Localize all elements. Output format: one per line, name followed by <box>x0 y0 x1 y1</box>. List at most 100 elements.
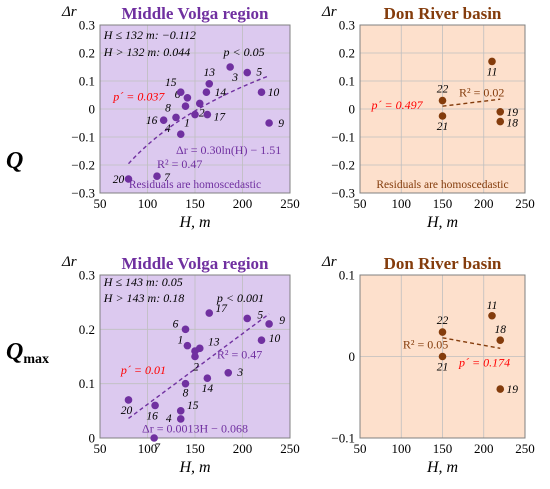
y-tick-label: 0.3 <box>339 18 355 33</box>
point-label-10: 10 <box>269 333 281 345</box>
y-tick-label: −0.3 <box>331 186 355 201</box>
y-tick-label: 0 <box>89 102 96 117</box>
plot-frame <box>359 274 526 439</box>
point-label-9: 9 <box>278 118 284 130</box>
point-label-1: 1 <box>184 118 190 130</box>
point-label-11: 11 <box>487 66 498 78</box>
x-tick-label: 150 <box>185 441 205 456</box>
x-tick-label: 50 <box>94 441 107 456</box>
x-tick-label: 250 <box>280 196 300 211</box>
point-label-14: 14 <box>202 383 214 395</box>
data-point-11 <box>183 94 192 102</box>
row-labels: Q Qmax <box>6 148 49 367</box>
point-label-5: 5 <box>257 309 263 321</box>
point-label-15: 15 <box>187 400 199 412</box>
point-label-19: 19 <box>507 384 519 396</box>
point-label-18: 18 <box>507 118 519 130</box>
y-tick-label: 0.3 <box>79 18 95 33</box>
data-point-10 <box>257 88 266 96</box>
point-label-16: 16 <box>146 410 158 422</box>
gridlines <box>100 25 290 193</box>
x-tick-label: 250 <box>280 441 300 456</box>
point-label-4: 4 <box>166 413 172 425</box>
point-label-11: 11 <box>487 300 498 312</box>
x-tick-label: 250 <box>515 441 535 456</box>
data-point-14 <box>202 88 211 96</box>
x-tick-label: 50 <box>354 441 367 456</box>
y-tick-label: −0.1 <box>331 431 355 446</box>
data-point-4 <box>176 415 185 423</box>
point-label-8: 8 <box>165 102 171 114</box>
annotation-2: H > 132 m: 0.044 <box>103 45 190 59</box>
data-point-13 <box>205 80 214 88</box>
data-point-6 <box>181 102 190 110</box>
point-label-20: 20 <box>121 405 133 417</box>
point-label-5: 5 <box>256 67 262 79</box>
data-point-2 <box>191 352 199 361</box>
data-point-22 <box>438 328 447 336</box>
data-point-15 <box>176 88 185 96</box>
annotation-4: p´ = 0.01 <box>120 363 166 377</box>
x-axis-label: H, m <box>178 214 210 231</box>
x-axis-label: H, m <box>426 459 458 476</box>
point-label-16: 16 <box>146 115 158 127</box>
data-point-3 <box>226 63 234 71</box>
data-point-8 <box>181 379 190 388</box>
data-point-17 <box>205 309 214 317</box>
y-tick-label: −0.1 <box>71 130 95 145</box>
plot-frame <box>99 274 291 439</box>
data-point-19 <box>496 385 505 393</box>
x-tick-label: 200 <box>233 196 253 211</box>
chart-panels: 50 100 150 200 250−0.3−0.2−0.100.10.20.3ΔrH,… <box>61 4 535 476</box>
point-label-22: 22 <box>437 84 449 96</box>
data-point-21 <box>438 352 447 361</box>
x-tick-label: 100 <box>138 441 158 456</box>
chart-panel-4: 50 100 150 200 250 −0.1 0 0.1Δr H, m Don River ba… <box>321 254 535 476</box>
annotation-7: Residuals are homoscedastic <box>129 179 261 191</box>
x-axis-label: H, m <box>426 214 458 231</box>
y-tick-label: 0.2 <box>79 46 95 61</box>
row-label-q: Q <box>6 148 23 174</box>
point-label-9: 9 <box>279 315 285 327</box>
data-point-21 <box>438 112 447 120</box>
annotation-2: H > 143 m: 0.18 <box>103 291 184 305</box>
data-point-9 <box>265 320 273 328</box>
point-label-2: 2 <box>199 107 205 119</box>
annotation-3: p < 0.001 <box>216 291 264 305</box>
x-tick-label: 100 <box>392 196 412 211</box>
x-tick-label: 50 <box>354 196 367 211</box>
data-point-13 <box>195 344 204 353</box>
y-axis-label: Δr <box>61 4 77 20</box>
point-label-21: 21 <box>437 362 449 374</box>
point-label-18: 18 <box>495 324 507 336</box>
y-tick-label: 0 <box>349 102 356 117</box>
point-label-7: 7 <box>154 442 161 454</box>
data-point-9 <box>265 119 273 127</box>
annotation-4: p´ = 0.037 <box>112 90 165 104</box>
plot-frame <box>99 24 291 194</box>
chart-title: Middle Volga region <box>121 254 269 273</box>
point-label-3: 3 <box>236 367 243 379</box>
x-tick-label: 250 <box>515 196 535 211</box>
data-point-17 <box>203 110 212 119</box>
point-label-13: 13 <box>204 67 216 79</box>
y-tick-label: 0.1 <box>79 74 95 89</box>
annotation-6: Δr = 0.0013H − 0.068 <box>142 422 248 436</box>
data-point-6 <box>181 325 190 334</box>
data-point-15 <box>176 407 185 415</box>
point-label-17: 17 <box>216 303 229 315</box>
annotation-1: H ≤ 143 m: 0.05 <box>103 275 183 289</box>
trend-line <box>442 337 501 350</box>
data-point-18 <box>496 336 505 345</box>
point-label-13: 13 <box>208 336 220 348</box>
plot-frame <box>359 24 526 194</box>
x-tick-label: 150 <box>185 196 205 211</box>
x-tick-label: 150 <box>433 441 453 456</box>
point-label-14: 14 <box>215 87 227 99</box>
trend-line <box>128 313 270 420</box>
y-tick-label: 0 <box>89 431 96 446</box>
point-label-10: 10 <box>268 87 280 99</box>
annotation-5: Δr = 0.30ln(H) − 1.51 <box>176 143 281 157</box>
data-point-22 <box>438 96 447 105</box>
